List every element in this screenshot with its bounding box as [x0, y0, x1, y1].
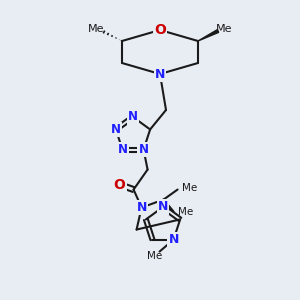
Polygon shape	[198, 30, 219, 41]
Text: N: N	[158, 200, 168, 214]
Text: N: N	[136, 201, 147, 214]
Text: O: O	[154, 23, 166, 37]
Text: O: O	[114, 178, 125, 192]
Text: N: N	[111, 123, 121, 136]
Text: Me: Me	[88, 24, 104, 34]
Text: Me: Me	[182, 183, 197, 193]
Text: Me: Me	[178, 207, 193, 217]
Text: Me: Me	[216, 24, 232, 34]
Text: N: N	[155, 68, 165, 80]
Text: N: N	[128, 110, 138, 124]
Text: N: N	[168, 233, 179, 246]
Text: N: N	[139, 143, 148, 156]
Text: N: N	[117, 143, 128, 156]
Text: Me: Me	[147, 250, 162, 261]
